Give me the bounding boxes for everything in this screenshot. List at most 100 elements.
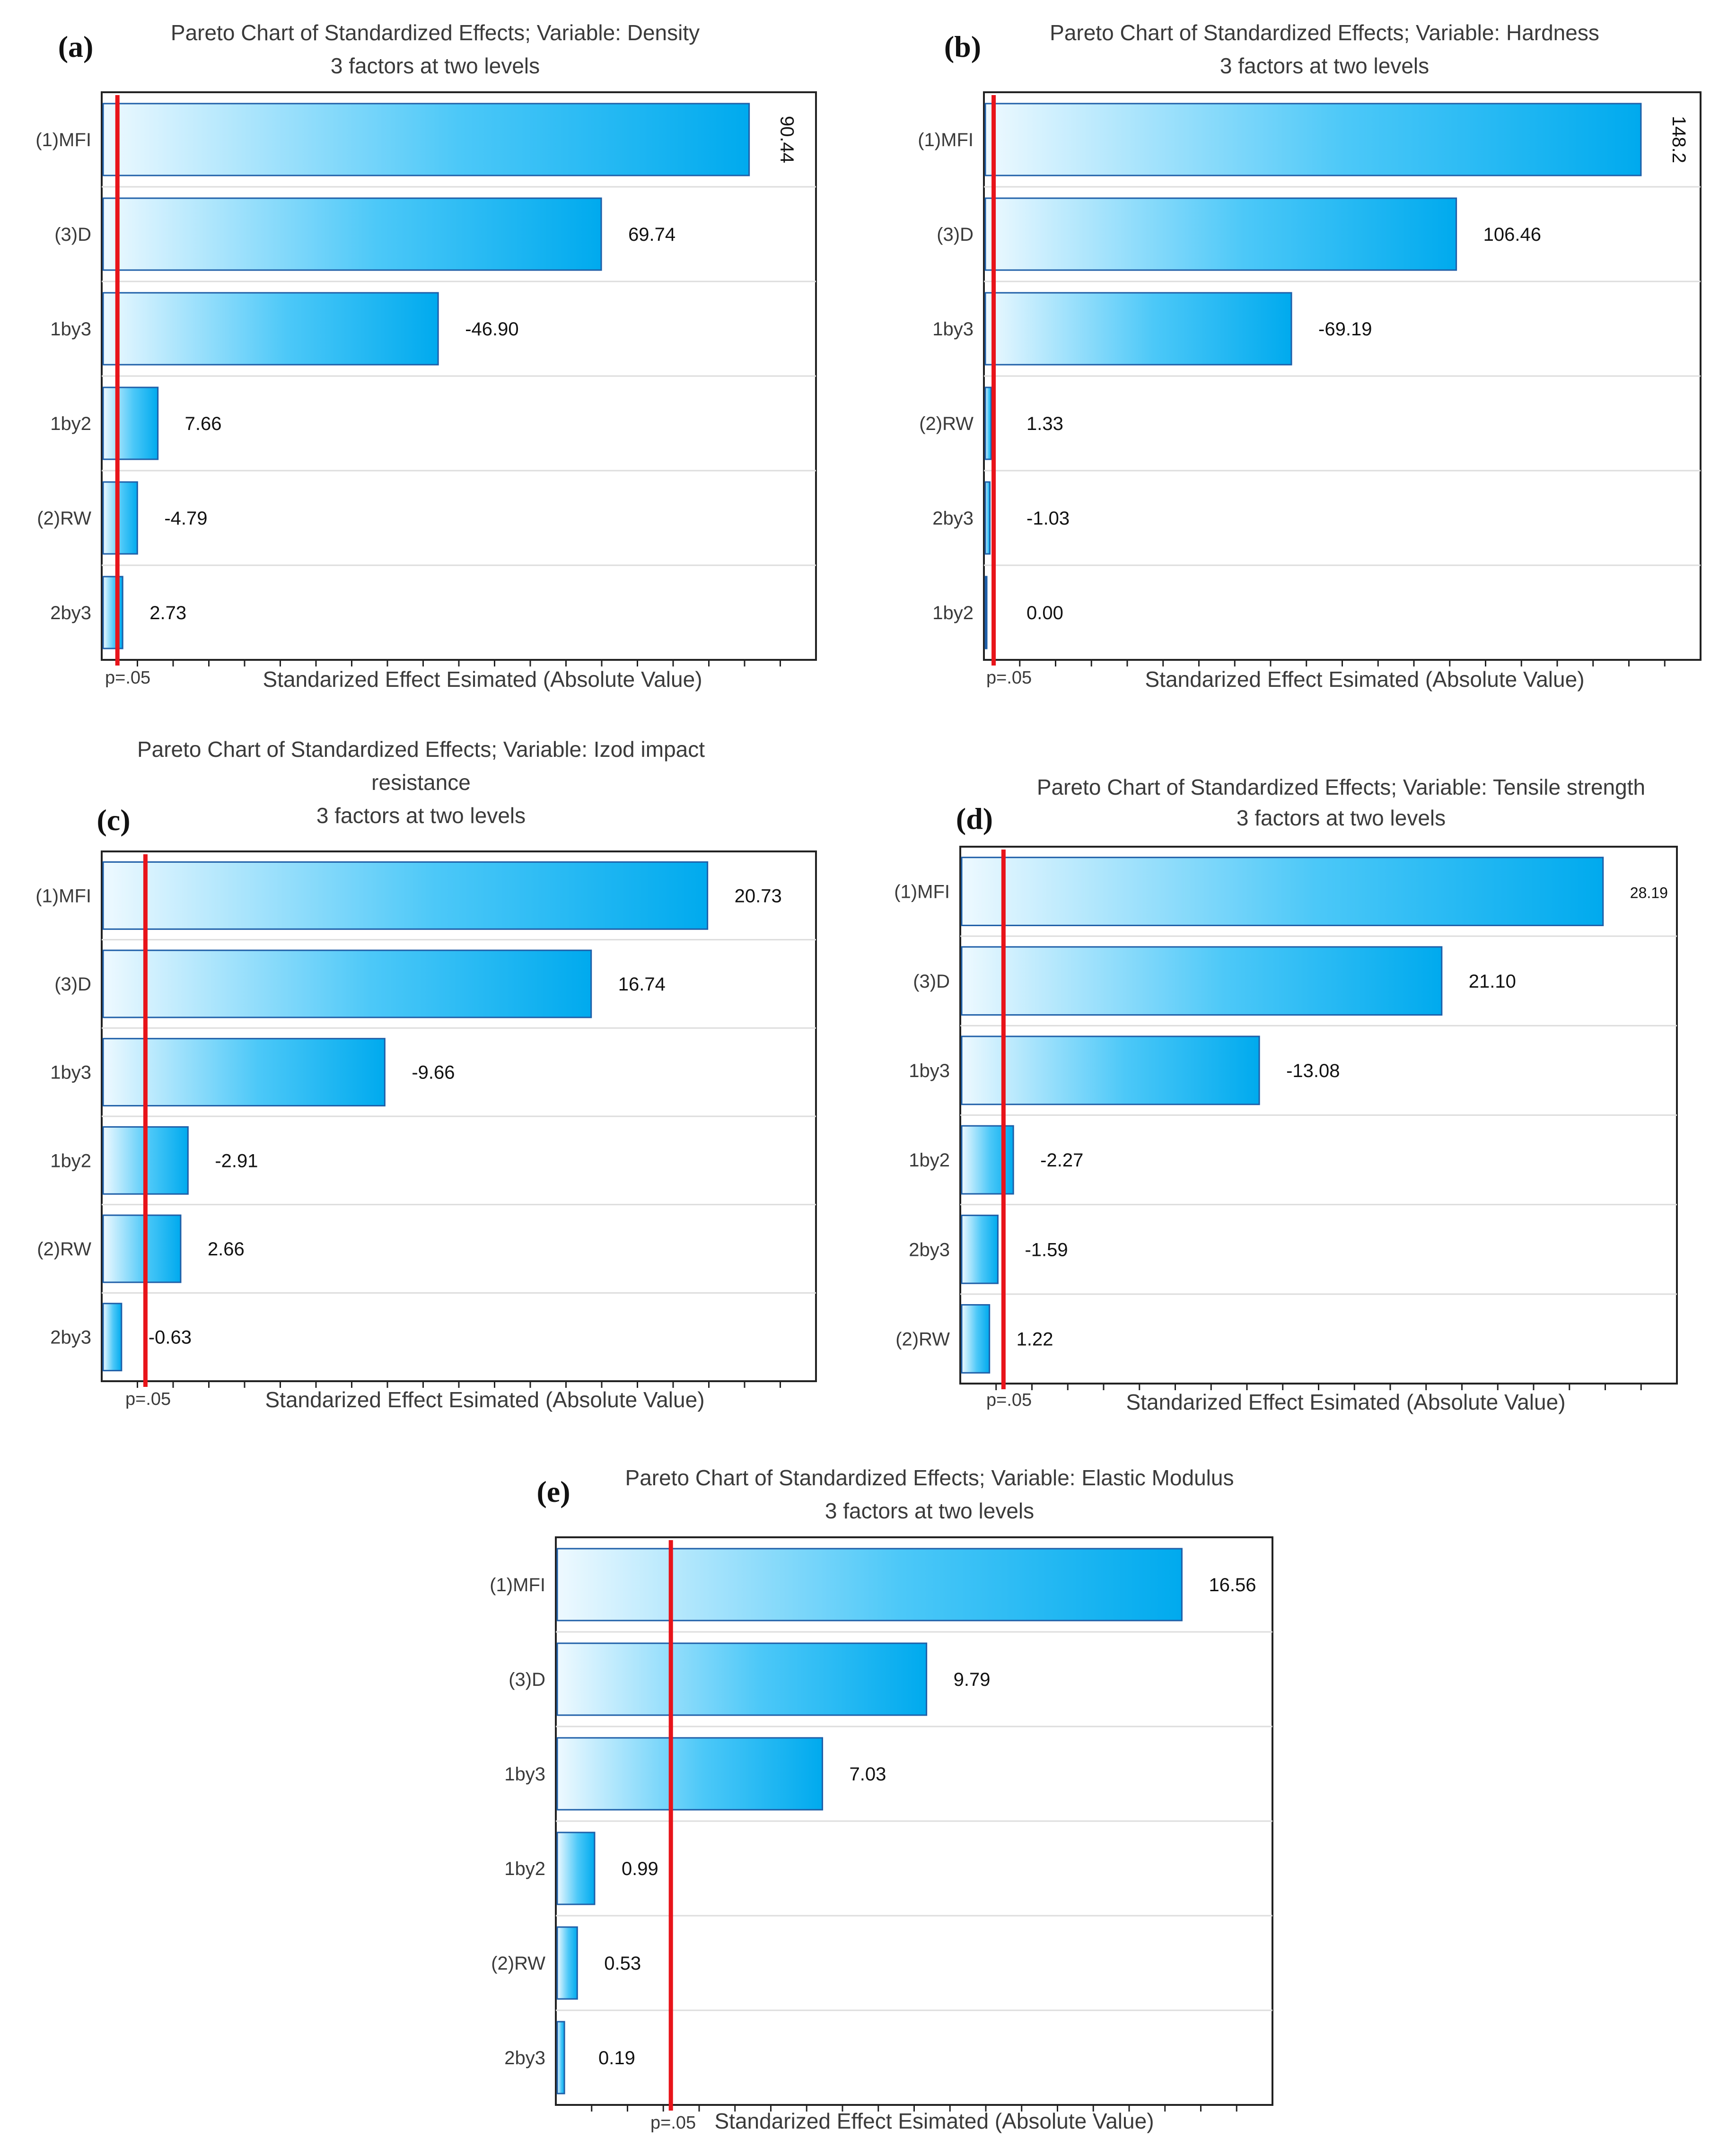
value-label: 90.44 — [777, 116, 798, 163]
category-label: 2by3 — [909, 1239, 950, 1260]
value-label: -0.63 — [149, 1327, 192, 1348]
value-label: -69.19 — [1318, 319, 1372, 340]
chart-title-line: Pareto Chart of Standardized Effects; Va… — [137, 737, 705, 762]
category-label: (1)MFI — [894, 882, 950, 903]
value-label: 2.73 — [149, 603, 186, 623]
chart-title-line: 3 factors at two levels — [331, 53, 540, 78]
category-label: (2)RW — [491, 1953, 545, 1974]
bar — [961, 1214, 999, 1284]
bar — [102, 949, 592, 1018]
bar — [961, 946, 1443, 1016]
category-label: (3)D — [913, 971, 950, 992]
value-label: 0.53 — [604, 1953, 641, 1974]
panel-label: (e) — [536, 1475, 570, 1508]
category-label: 1by2 — [50, 1150, 91, 1171]
bar — [556, 1926, 578, 2000]
bar — [984, 386, 992, 460]
bar — [102, 481, 138, 555]
value-label: 69.74 — [628, 224, 675, 245]
bar — [102, 386, 159, 460]
chart-title-line: 3 factors at two levels — [1220, 53, 1429, 78]
bar — [961, 1035, 1260, 1105]
chart-panel-e: (e) Pareto Chart of Standardized Effects;… — [490, 1465, 1273, 2133]
value-label: 1.22 — [1017, 1329, 1053, 1350]
chart-title-line: Pareto Chart of Standardized Effects; Va… — [625, 1465, 1234, 1490]
value-label: 0.00 — [1026, 603, 1063, 623]
bar — [102, 1303, 123, 1372]
value-label: -46.90 — [465, 319, 518, 340]
chart-title-line: resistance — [371, 770, 471, 795]
category-label: 1by2 — [50, 413, 91, 434]
category-label: (3)D — [509, 1669, 545, 1690]
category-label: 1by3 — [50, 1062, 91, 1083]
category-label: 1by3 — [50, 319, 91, 340]
bar — [102, 861, 709, 930]
value-label: -2.27 — [1040, 1150, 1083, 1171]
chart-panel-d: (d) Pareto Chart of Standardized Effects;… — [894, 775, 1678, 1414]
x-axis-label: Standarized Effect Esimated (Absolute Va… — [263, 667, 702, 692]
category-label: 1by3 — [909, 1060, 950, 1081]
reference-label: p=.05 — [125, 1389, 171, 1409]
chart-panel-a: (a) Pareto Chart of Standardized Effects;… — [35, 20, 817, 692]
category-label: (2)RW — [919, 413, 974, 434]
value-label: 16.74 — [618, 974, 666, 995]
bar — [102, 292, 439, 366]
value-label: 7.03 — [850, 1764, 886, 1785]
bar — [556, 1548, 1183, 1621]
category-label: 1by2 — [909, 1150, 950, 1171]
category-label: (3)D — [54, 974, 91, 995]
value-label: 20.73 — [735, 885, 782, 906]
category-label: 1by3 — [932, 319, 974, 340]
value-label: -9.66 — [412, 1062, 455, 1083]
x-axis-label: Standarized Effect Esimated (Absolute Va… — [265, 1387, 704, 1412]
panel-label: (c) — [96, 803, 130, 837]
value-label: 28.19 — [1630, 885, 1668, 902]
value-label: 0.99 — [622, 1858, 658, 1879]
category-label: (1)MFI — [35, 130, 91, 150]
category-label: (2)RW — [37, 508, 91, 529]
value-label: 1.33 — [1026, 413, 1063, 434]
value-label: 2.66 — [208, 1239, 245, 1260]
chart-title-line: 3 factors at two levels — [316, 803, 526, 828]
bar — [556, 1642, 928, 1716]
bar — [984, 481, 991, 555]
bar — [984, 292, 1292, 366]
category-label: (1)MFI — [918, 130, 974, 150]
category-label: 1by2 — [932, 603, 974, 623]
bar — [102, 576, 123, 649]
value-label: 148.2 — [1668, 116, 1689, 163]
x-axis-label: Standarized Effect Esimated (Absolute Va… — [714, 2109, 1154, 2133]
x-axis-label: Standarized Effect Esimated (Absolute Va… — [1126, 1390, 1565, 1414]
panel-label: (d) — [956, 802, 993, 835]
bar — [984, 576, 988, 649]
value-label: 7.66 — [185, 413, 222, 434]
category-label: (1)MFI — [490, 1575, 545, 1595]
chart-title-line: Pareto Chart of Standardized Effects; Va… — [1037, 775, 1645, 799]
reference-label: p=.05 — [105, 668, 150, 688]
bar — [961, 1304, 991, 1374]
bar — [102, 1214, 182, 1283]
reference-label: p=.05 — [986, 1390, 1032, 1410]
chart-title-line: Pareto Chart of Standardized Effects; Va… — [1050, 20, 1599, 45]
reference-label: p=.05 — [986, 668, 1032, 688]
category-label: 1by3 — [504, 1764, 545, 1785]
chart-title-line: 3 factors at two levels — [825, 1499, 1034, 1523]
bar — [556, 1737, 824, 1811]
category-label: 2by3 — [50, 603, 91, 623]
value-label: 21.10 — [1469, 971, 1516, 992]
bar — [556, 1832, 596, 1905]
value-label: 16.56 — [1209, 1575, 1256, 1595]
value-label: -2.91 — [215, 1150, 258, 1171]
chart-title-line: Pareto Chart of Standardized Effects; Va… — [171, 20, 700, 45]
bar — [556, 2021, 565, 2095]
panel-label: (a) — [58, 30, 94, 63]
panel-label: (b) — [944, 30, 981, 63]
bar — [102, 103, 750, 176]
x-axis-label: Standarized Effect Esimated (Absolute Va… — [1145, 667, 1584, 692]
value-label: -1.59 — [1025, 1239, 1068, 1260]
value-label: -4.79 — [164, 508, 207, 529]
value-label: 0.19 — [598, 2048, 635, 2068]
category-label: (1)MFI — [35, 885, 91, 906]
bar — [102, 197, 602, 271]
